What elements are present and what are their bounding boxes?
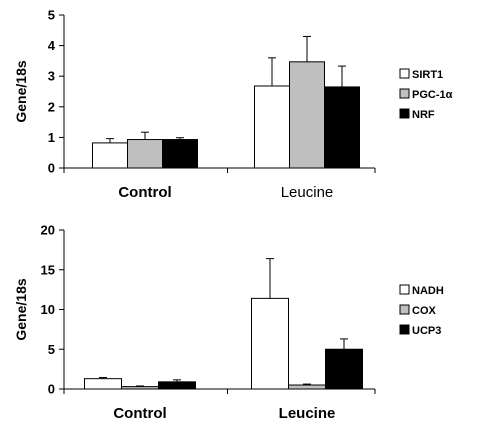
y-tick-label: 5: [48, 8, 55, 23]
bar-pgc1-leucine: [289, 61, 325, 169]
legend-label: NRF: [412, 109, 435, 121]
bar-ucp3-leucine: [325, 348, 363, 390]
bar-nadh-leucine: [251, 297, 289, 390]
y-tick-label: 10: [41, 302, 55, 317]
y-tick-label: 0: [48, 382, 55, 397]
y-tick-label: 0: [48, 161, 55, 176]
legend-label: PGC-1α: [412, 89, 453, 101]
y-tick-label: 3: [48, 69, 55, 84]
y-tick-label: 1: [48, 130, 55, 145]
bar-ucp3-control: [158, 381, 196, 390]
bar-sirt1-leucine: [254, 85, 290, 169]
legend: SIRT1 PGC-1α NRF: [399, 68, 453, 121]
bar-cox-leucine: [288, 384, 326, 390]
legend-swatch: [399, 68, 410, 79]
y-tick-label: 5: [48, 342, 55, 357]
chart-panel-1: 0 1 2 3 4 5 Gene/18s Control Leucine SIRT1 PGC-1α N…: [13, 8, 453, 202]
x-category-label: Leucine: [281, 184, 334, 201]
y-tick-label: 20: [41, 223, 55, 238]
legend-label: UCP3: [412, 325, 441, 337]
legend-label: NADH: [412, 285, 444, 297]
bar-nrf-control: [162, 139, 198, 169]
legend-swatch: [399, 284, 410, 295]
x-category-label: Control: [118, 184, 171, 201]
legend-swatch: [399, 324, 410, 335]
bar-nadh-control: [84, 378, 122, 390]
x-category-label: Control: [113, 405, 166, 422]
y-tick-label: 4: [48, 38, 56, 53]
y-axis-label: Gene/18s: [13, 60, 29, 122]
x-category-label: Leucine: [279, 405, 336, 422]
y-axis-label: Gene/18s: [13, 278, 29, 340]
bar-pgc1-control: [127, 139, 163, 169]
bar-cox-control: [121, 386, 159, 390]
legend-label: COX: [412, 305, 437, 317]
legend-swatch: [399, 88, 410, 99]
legend-label: SIRT1: [412, 69, 443, 81]
legend: NADH COX UCP3: [399, 284, 444, 337]
legend-swatch: [399, 304, 410, 315]
bar-sirt1-control: [92, 142, 128, 169]
legend-swatch: [399, 108, 410, 119]
chart-panel-2: 0 5 10 15 20 Gene/18s Control Leucine NADH COX UCP…: [13, 223, 444, 423]
y-tick-label: 15: [41, 262, 55, 277]
y-tick-label: 2: [48, 99, 55, 114]
bar-nrf-leucine: [324, 86, 360, 169]
